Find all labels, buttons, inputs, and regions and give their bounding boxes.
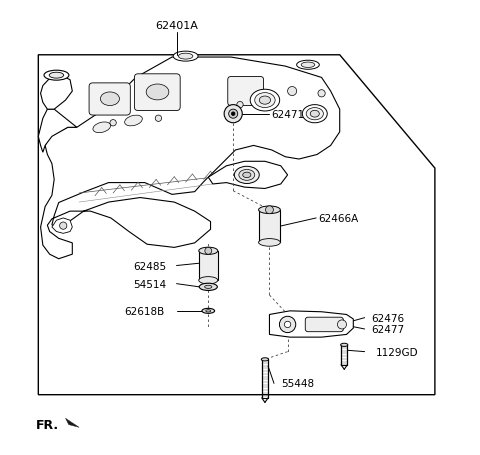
Circle shape	[237, 102, 243, 109]
Ellipse shape	[306, 108, 324, 121]
FancyBboxPatch shape	[259, 210, 280, 243]
Polygon shape	[41, 58, 340, 259]
Circle shape	[337, 320, 347, 329]
Text: 62485: 62485	[133, 261, 167, 271]
Polygon shape	[208, 162, 288, 189]
Ellipse shape	[310, 111, 319, 118]
Circle shape	[318, 91, 325, 98]
Text: 62466A: 62466A	[318, 213, 358, 223]
Ellipse shape	[259, 97, 271, 105]
Text: 54514: 54514	[133, 279, 167, 289]
Text: 62471: 62471	[271, 110, 304, 119]
Ellipse shape	[202, 308, 215, 313]
Ellipse shape	[199, 248, 218, 255]
Text: 62476: 62476	[372, 313, 405, 323]
Ellipse shape	[179, 54, 193, 60]
Polygon shape	[65, 418, 79, 427]
Ellipse shape	[146, 85, 169, 101]
FancyBboxPatch shape	[228, 77, 264, 106]
Ellipse shape	[297, 61, 319, 70]
Circle shape	[265, 207, 274, 214]
Text: 62401A: 62401A	[155, 21, 198, 31]
Circle shape	[110, 120, 116, 126]
Polygon shape	[41, 76, 72, 110]
Ellipse shape	[302, 106, 327, 123]
Circle shape	[228, 110, 238, 119]
Ellipse shape	[173, 52, 198, 62]
FancyBboxPatch shape	[305, 318, 343, 332]
Ellipse shape	[206, 310, 211, 312]
Circle shape	[224, 106, 242, 123]
Text: 1129GD: 1129GD	[376, 347, 419, 357]
Circle shape	[231, 113, 235, 116]
Polygon shape	[38, 56, 435, 395]
Text: FR.: FR.	[36, 418, 59, 431]
Ellipse shape	[93, 123, 110, 133]
Polygon shape	[38, 110, 77, 153]
Ellipse shape	[199, 283, 217, 291]
Circle shape	[279, 317, 296, 333]
Ellipse shape	[259, 207, 280, 214]
Circle shape	[60, 222, 67, 230]
Ellipse shape	[250, 90, 280, 112]
Ellipse shape	[239, 170, 255, 181]
Ellipse shape	[199, 277, 218, 284]
Text: 55448: 55448	[281, 379, 314, 389]
Ellipse shape	[100, 93, 120, 106]
Ellipse shape	[261, 358, 268, 361]
Ellipse shape	[49, 73, 64, 79]
Text: 62618B: 62618B	[124, 306, 165, 316]
Polygon shape	[269, 311, 353, 338]
Circle shape	[285, 322, 291, 328]
Ellipse shape	[259, 239, 280, 247]
Ellipse shape	[204, 286, 212, 289]
Text: 62477: 62477	[372, 324, 405, 334]
Ellipse shape	[44, 71, 69, 81]
Circle shape	[155, 116, 162, 122]
Ellipse shape	[243, 173, 251, 178]
FancyBboxPatch shape	[199, 251, 218, 281]
Ellipse shape	[301, 63, 315, 68]
FancyBboxPatch shape	[134, 75, 180, 111]
Ellipse shape	[255, 93, 275, 108]
Ellipse shape	[234, 167, 259, 184]
Ellipse shape	[125, 116, 143, 126]
Polygon shape	[52, 218, 72, 234]
Ellipse shape	[341, 344, 348, 347]
Circle shape	[205, 248, 212, 255]
Circle shape	[288, 87, 297, 96]
FancyBboxPatch shape	[89, 84, 131, 116]
